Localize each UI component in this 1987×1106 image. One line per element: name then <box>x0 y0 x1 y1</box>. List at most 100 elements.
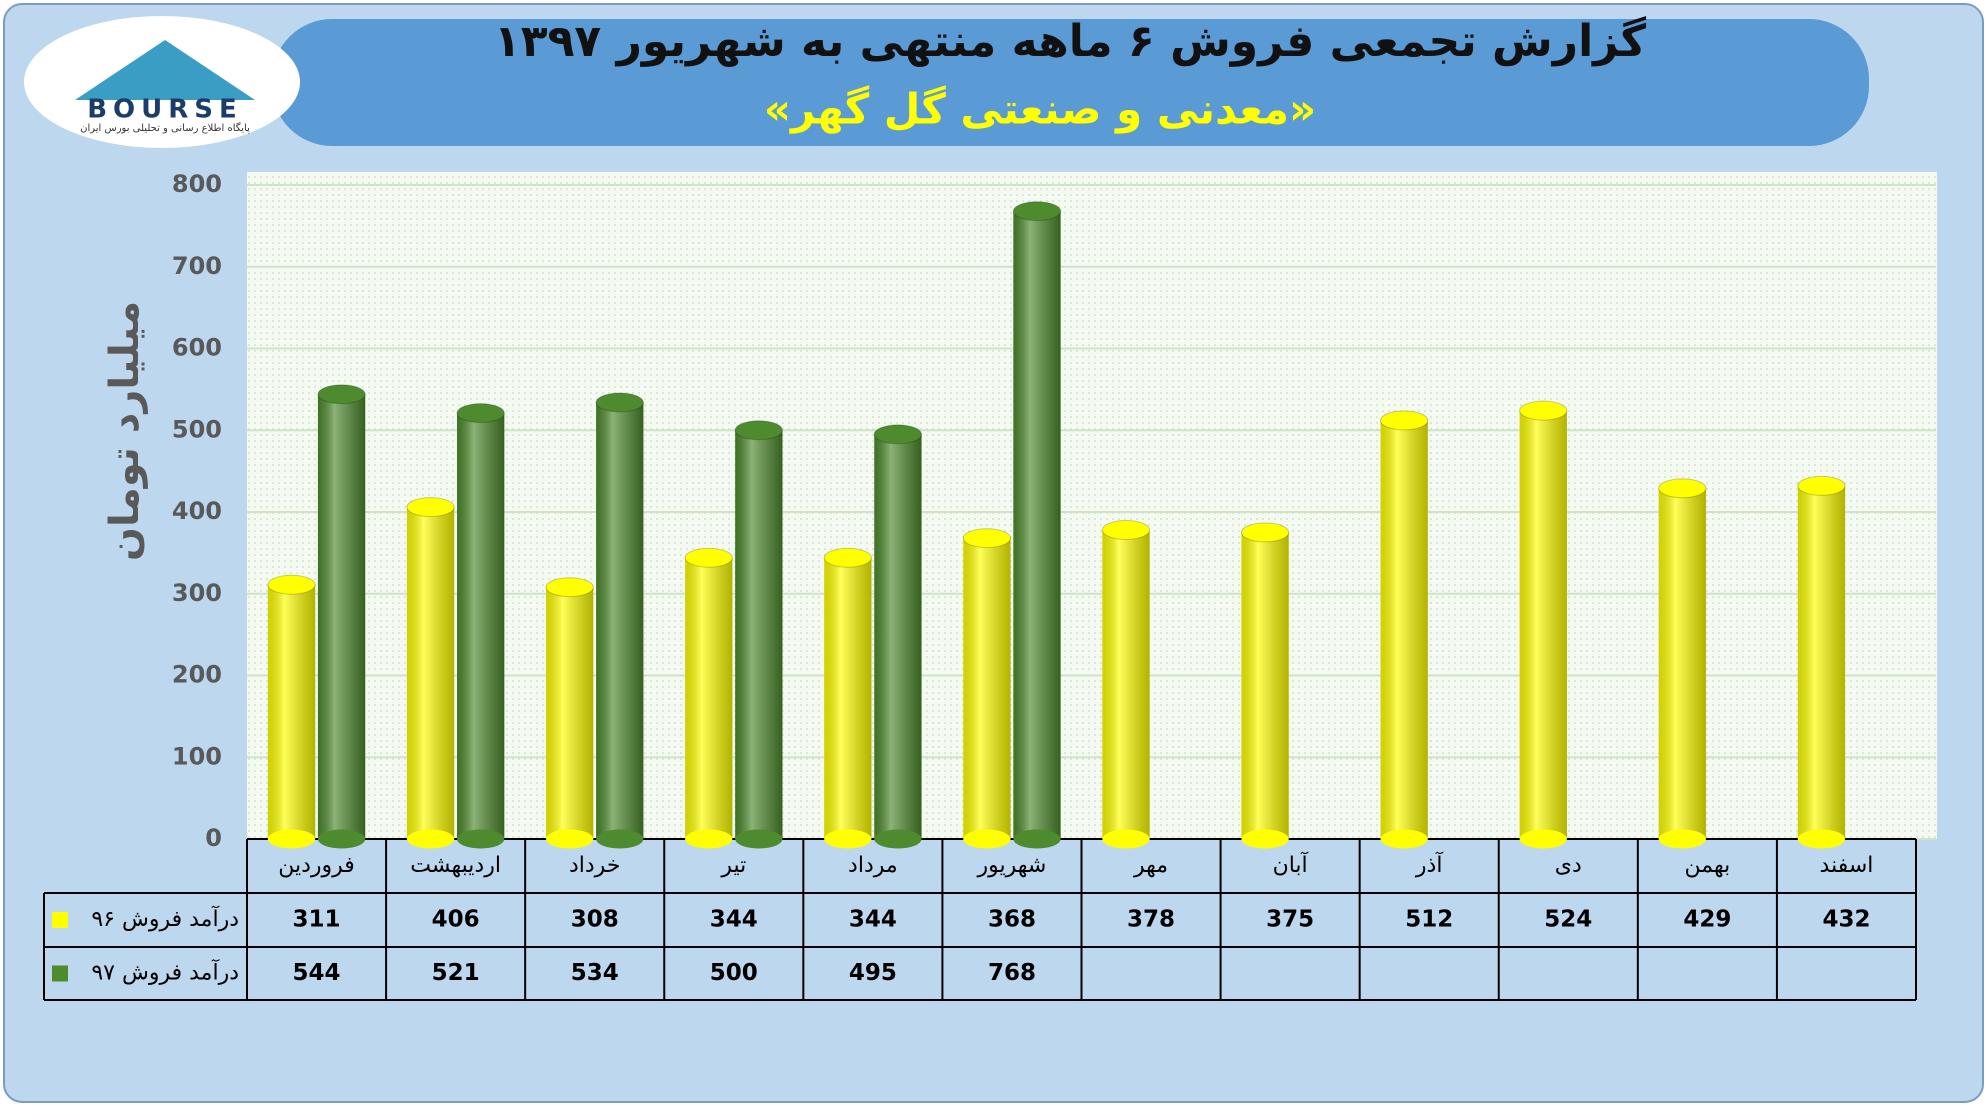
y-tick-label: 200 <box>172 661 222 689</box>
bar-shade <box>963 538 1011 839</box>
x-tick-label: خرداد <box>569 853 620 878</box>
bar-shade <box>735 430 783 839</box>
bar-shade <box>874 434 922 839</box>
table-value: 378 <box>1127 907 1175 933</box>
plot-area <box>247 172 1937 839</box>
bar-base <box>1797 829 1846 849</box>
bar-base <box>735 829 783 849</box>
bar-cap <box>1101 520 1151 540</box>
table-value: 544 <box>293 960 341 986</box>
y-tick-label: 500 <box>172 415 222 443</box>
x-tick-label: بهمن <box>1685 853 1731 878</box>
bar-base <box>546 829 594 849</box>
y-tick-label: 300 <box>172 579 222 607</box>
bar-base <box>457 829 505 849</box>
title-banner <box>272 19 1869 146</box>
bar-cap <box>317 384 366 405</box>
bar-shade <box>596 402 644 839</box>
x-tick-label: شهریور <box>977 853 1047 878</box>
bar-shade <box>406 507 455 839</box>
x-tick-label: اسفند <box>1820 853 1874 878</box>
table-value: 429 <box>1683 907 1731 933</box>
table-value: 500 <box>710 960 758 986</box>
bar-base <box>1519 829 1567 849</box>
bar-shade <box>824 557 872 839</box>
y-axis-title: میلیارد تومان <box>102 301 148 561</box>
table-value: 512 <box>1405 907 1453 933</box>
bar-cap <box>873 424 923 445</box>
bar-base <box>1241 829 1289 849</box>
logo-mark <box>75 40 255 100</box>
bar-cap <box>456 403 505 424</box>
logo-text: BOURSE <box>87 95 243 125</box>
chart-title: گزارش تجمعی فروش ۶ ماهه منتهی به شهریور … <box>494 15 1647 67</box>
table-value: 368 <box>988 907 1036 933</box>
bar-cap <box>684 547 733 568</box>
table-value: 311 <box>293 907 341 933</box>
x-tick-label: آذر <box>1415 851 1443 878</box>
legend-swatch <box>52 965 68 982</box>
bar-shade <box>1380 420 1428 839</box>
x-tick-label: مهر <box>1133 853 1168 878</box>
bar-shade <box>1102 529 1150 839</box>
bar-base <box>1380 829 1428 849</box>
y-tick-label: 0 <box>205 824 222 852</box>
bar-base <box>824 829 872 849</box>
y-tick-label: 700 <box>172 252 222 280</box>
bar-base <box>596 829 644 849</box>
bar-shade <box>317 394 366 839</box>
table-value: 344 <box>710 907 758 933</box>
table-value: 432 <box>1822 907 1870 933</box>
table-value: 768 <box>988 960 1036 986</box>
x-tick-label: آبان <box>1273 851 1309 878</box>
bar-base <box>1013 829 1061 849</box>
legend-swatch <box>52 912 68 928</box>
bar-base <box>874 829 922 849</box>
table-value: 406 <box>432 907 480 933</box>
bar-cap <box>1658 478 1707 499</box>
bar-base <box>963 829 1011 849</box>
bar-cap <box>267 574 316 595</box>
bar-cap <box>1380 410 1429 431</box>
bar-cap <box>595 392 644 413</box>
bar-shade <box>1013 211 1061 839</box>
x-tick-label: مرداد <box>848 853 898 878</box>
chart-subtitle: «معدنی و صنعتی گل گهر» <box>764 85 1316 135</box>
table-value: 521 <box>432 960 480 986</box>
logo-tagline: پایگاه اطلاع رسانی و تحلیلی بورس ایران <box>80 122 250 134</box>
bar-cap <box>962 528 1012 549</box>
x-tick-label: تیر <box>720 853 746 878</box>
table-value: 344 <box>849 907 897 933</box>
y-tick-label: 100 <box>172 742 222 770</box>
y-tick-label: 400 <box>172 497 222 525</box>
bar-shade <box>1519 410 1567 839</box>
bar-cap <box>1012 201 1062 222</box>
bar-cap <box>823 547 872 568</box>
bar-base <box>317 829 366 849</box>
x-tick-label: اردیبهشت <box>410 853 501 878</box>
bar-base <box>685 829 733 849</box>
table-value: 534 <box>571 960 619 986</box>
bar-shade <box>685 557 733 839</box>
bar-cap <box>734 420 783 441</box>
y-tick-label: 800 <box>172 170 222 198</box>
bar-shade <box>1797 485 1846 839</box>
bar-shade <box>267 584 316 839</box>
table-value: 308 <box>571 907 619 933</box>
bar-shade <box>1658 488 1706 839</box>
y-tick-label: 600 <box>172 334 222 362</box>
table-value: 375 <box>1266 907 1314 933</box>
bar-cap <box>1519 400 1568 421</box>
bar-shade <box>457 413 505 839</box>
bar-base <box>267 829 316 849</box>
legend-label: درآمد فروش ۹۷ <box>91 959 239 986</box>
bar-cap <box>406 497 455 518</box>
legend-label: درآمد فروش ۹۶ <box>91 905 239 932</box>
bar-base <box>1658 829 1706 849</box>
x-tick-label: فروردین <box>278 853 355 878</box>
bar-shade <box>1241 532 1289 839</box>
bar-cap <box>545 577 594 598</box>
x-tick-label: دی <box>1555 853 1582 878</box>
bar-cap <box>1240 522 1290 543</box>
